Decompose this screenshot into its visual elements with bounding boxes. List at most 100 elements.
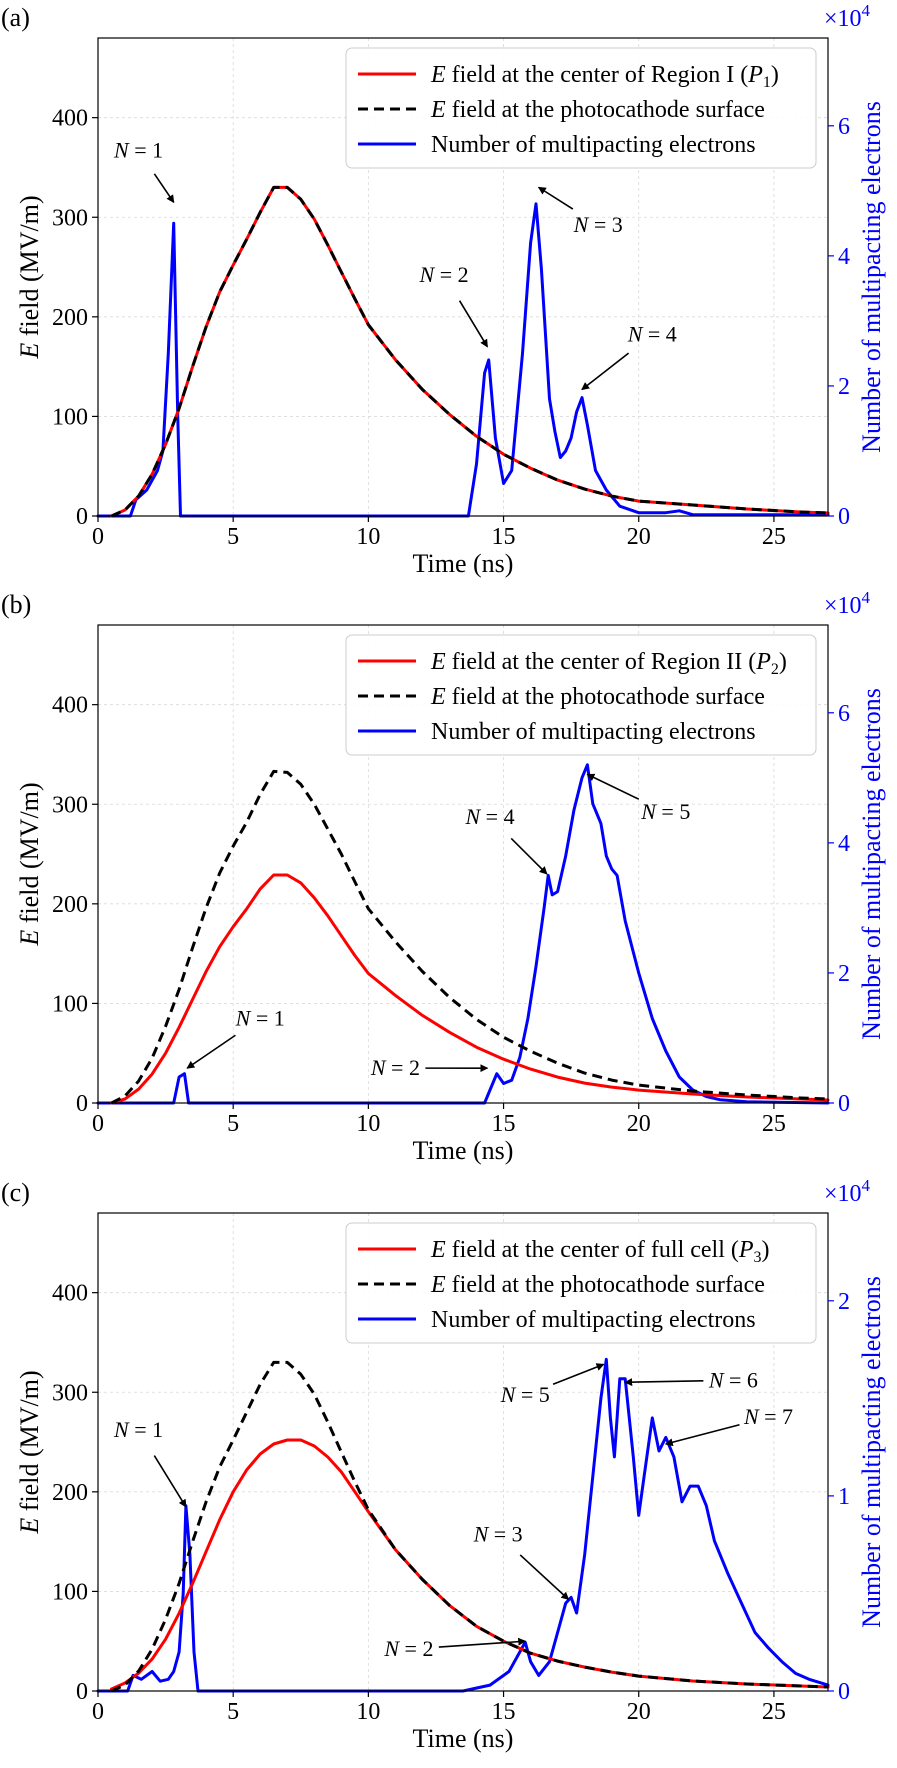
y-tick-label: 300: [52, 1380, 88, 1406]
y2-tick-label: 0: [838, 1091, 850, 1117]
panel-label: (c): [1, 1178, 30, 1207]
x-tick-label: 5: [227, 524, 239, 550]
y-tick-label: 0: [76, 504, 88, 530]
x-tick-label: 15: [492, 1699, 516, 1725]
legend-label: Number of multipacting electrons: [431, 132, 756, 158]
y2-tick-label: 6: [838, 701, 850, 727]
annotation-arrow: [519, 1554, 570, 1601]
y-axis-label: E field (MV/m): [15, 1370, 44, 1534]
annotation-label: N = 5: [640, 799, 690, 824]
series-line-electrons: [96, 763, 830, 1105]
legend-label: E field at the photocathode surface: [430, 684, 765, 710]
annotation-arrow: [552, 1363, 605, 1385]
legend-label: E field at the photocathode surface: [430, 1272, 765, 1298]
x-tick-label: 5: [227, 1699, 239, 1725]
annotation-arrow: [624, 1378, 704, 1387]
x-tick-label: 0: [92, 1111, 104, 1137]
annotation-label: N = 2: [370, 1055, 420, 1080]
y2-axis-label: Number of multipacting electrons: [857, 1276, 886, 1628]
annotation-label: N = 1: [113, 138, 163, 163]
x-tick-label: 0: [92, 524, 104, 550]
x-tick-label: 15: [492, 524, 516, 550]
legend-label: E field at the center of full cell (P3): [430, 1237, 770, 1266]
legend-label: Number of multipacting electrons: [431, 1307, 756, 1333]
legend: E field at the center of Region II (P2) E…: [345, 634, 817, 756]
y-tick-label: 400: [52, 106, 88, 132]
legend-label: E field at the photocathode surface: [430, 97, 765, 123]
x-axis-label: Time (ns): [413, 1724, 514, 1753]
x-tick-label: 20: [627, 1111, 651, 1137]
legend-label: E field at the center of Region I (P1): [430, 62, 779, 91]
annotation-arrow: [581, 352, 630, 391]
y2-axis-label: Number of multipacting electrons: [857, 101, 886, 453]
annotation-label: N = 3: [573, 212, 623, 237]
x-tick-label: 25: [762, 1699, 786, 1725]
x-tick-label: 25: [762, 1111, 786, 1137]
y-tick-label: 400: [52, 1281, 88, 1307]
y-tick-label: 100: [52, 991, 88, 1017]
axes-frame: [97, 37, 829, 517]
annotation-label: N = 5: [500, 1382, 550, 1407]
y-tick-label: 100: [52, 1579, 88, 1605]
x-tick-label: 25: [762, 524, 786, 550]
panel-label: (b): [1, 590, 31, 619]
annotation-label: N = 3: [473, 1522, 523, 1547]
annotation-arrow: [586, 773, 640, 800]
y2-tick-label: 4: [838, 831, 850, 857]
series-line-photocathode: [110, 185, 829, 518]
x-tick-label: 0: [92, 1699, 104, 1725]
annotation-arrow: [438, 1637, 527, 1648]
y2-tick-label: 2: [838, 374, 850, 400]
annotation-label: N = 2: [419, 262, 469, 287]
y2-multiplier: ×104: [824, 588, 871, 619]
y-tick-label: 200: [52, 1480, 88, 1506]
series-line-photocathode: [110, 1360, 829, 1693]
panel-label: (a): [1, 3, 30, 32]
annotation-label: N = 4: [464, 804, 514, 829]
y2-tick-label: 4: [838, 244, 850, 270]
legend: E field at the center of Region I (P1) E …: [345, 47, 817, 169]
y-tick-label: 300: [52, 205, 88, 231]
annotation-arrow: [537, 186, 574, 210]
annotation-arrow: [153, 173, 175, 204]
x-tick-label: 5: [227, 1111, 239, 1137]
series-line-photocathode: [110, 769, 829, 1105]
x-tick-label: 20: [627, 524, 651, 550]
y2-tick-label: 2: [838, 1289, 850, 1315]
x-tick-label: 20: [627, 1699, 651, 1725]
annotation-label: N = 6: [708, 1367, 758, 1392]
axes-frame: [97, 624, 829, 1104]
annotation-label: N = 2: [383, 1636, 433, 1661]
y-axis-label: E field (MV/m): [15, 195, 44, 359]
annotation-arrow: [458, 300, 489, 348]
y-tick-label: 400: [52, 693, 88, 719]
series-line-center: [110, 185, 830, 518]
x-tick-label: 15: [492, 1111, 516, 1137]
annotation-label: N = 4: [627, 322, 677, 347]
y2-multiplier: ×104: [824, 1176, 871, 1207]
legend-box: [345, 634, 817, 756]
annotation-arrow: [153, 1455, 187, 1508]
y-tick-label: 0: [76, 1091, 88, 1117]
legend-label: Number of multipacting electrons: [431, 719, 756, 745]
y2-tick-label: 6: [838, 114, 850, 140]
annotation-arrow: [186, 1034, 236, 1069]
annotation-arrow: [510, 837, 548, 875]
annotation-label: N = 7: [743, 1404, 793, 1429]
y-tick-label: 100: [52, 404, 88, 430]
series-line-center: [110, 873, 830, 1105]
y-axis-label: E field (MV/m): [15, 782, 44, 946]
legend-box: [345, 1222, 817, 1344]
x-axis-label: Time (ns): [413, 1136, 514, 1165]
y2-tick-label: 0: [838, 504, 850, 530]
legend-label: E field at the center of Region II (P2): [430, 649, 787, 678]
y2-tick-label: 0: [838, 1679, 850, 1705]
x-tick-label: 10: [356, 524, 380, 550]
series-line-electrons: [96, 202, 830, 518]
series-line-electrons: [96, 1357, 830, 1693]
y2-multiplier: ×104: [824, 1, 871, 32]
y-tick-label: 0: [76, 1679, 88, 1705]
y-tick-label: 200: [52, 305, 88, 331]
x-axis-label: Time (ns): [413, 549, 514, 578]
series-line-center: [110, 1438, 830, 1691]
